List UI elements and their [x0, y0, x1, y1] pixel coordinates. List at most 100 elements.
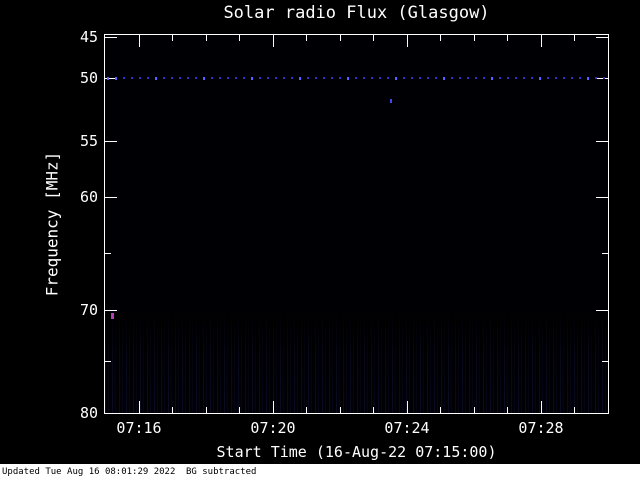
updated-timestamp: Updated Tue Aug 16 08:01:29 2022 [2, 467, 176, 477]
isolated-blue-point [390, 99, 392, 103]
carrier-line-dot [155, 77, 157, 80]
y-major-tick [596, 197, 608, 198]
carrier-line-dot [339, 77, 341, 79]
y-major-tick [596, 141, 608, 142]
carrier-line-dot [371, 77, 373, 79]
carrier-line-dot [331, 77, 333, 79]
x-minor-tick [239, 35, 240, 41]
y-tick-label: 45 [79, 28, 98, 46]
x-minor-tick [172, 407, 173, 413]
x-major-tick [541, 401, 542, 413]
carrier-line-dot [163, 77, 165, 79]
x-major-tick [541, 35, 542, 47]
x-minor-tick [373, 35, 374, 41]
y-tick-label: 70 [79, 301, 98, 319]
carrier-line-dot [219, 77, 221, 79]
x-minor-tick [474, 407, 475, 413]
x-minor-tick [206, 407, 207, 413]
x-minor-tick [206, 35, 207, 41]
x-tick-label: 07:24 [384, 419, 430, 437]
carrier-line-dot [171, 77, 173, 79]
x-major-tick [407, 401, 408, 413]
y-major-tick [596, 310, 608, 311]
carrier-line-dot [539, 77, 541, 80]
carrier-line-dot [307, 77, 309, 79]
carrier-line-dot [483, 77, 485, 79]
y-major-tick [105, 37, 117, 38]
y-axis-label: Frequency [MHz] [42, 151, 62, 297]
carrier-line-dot [355, 77, 357, 79]
carrier-line-dot [259, 77, 261, 79]
x-major-tick [273, 35, 274, 47]
carrier-line-dot [195, 77, 197, 79]
x-minor-tick [440, 35, 441, 41]
carrier-line-dot [147, 77, 149, 79]
carrier-line-dot [235, 77, 237, 79]
x-minor-tick [507, 35, 508, 41]
carrier-line-dot [395, 77, 397, 80]
carrier-line-dot [515, 77, 517, 79]
carrier-line-dot [491, 77, 493, 80]
x-minor-tick [574, 407, 575, 413]
y-minor-tick [602, 361, 608, 362]
noise-band [105, 313, 608, 413]
carrier-line-dot [555, 77, 557, 79]
x-minor-tick [373, 407, 374, 413]
x-major-tick [407, 35, 408, 47]
chart-title: Solar radio Flux (Glasgow) [223, 3, 490, 23]
x-minor-tick [474, 35, 475, 41]
carrier-line-dot [459, 77, 461, 79]
carrier-line-dot [387, 77, 389, 79]
carrier-line-dot [243, 77, 245, 79]
carrier-line-dot [595, 77, 597, 79]
carrier-line-dot [123, 77, 125, 79]
carrier-line-dot [427, 77, 429, 79]
carrier-line-dot [579, 77, 581, 79]
y-major-tick [596, 413, 608, 414]
carrier-line-dot [107, 77, 109, 80]
x-minor-tick [340, 35, 341, 41]
carrier-line-dot [299, 77, 301, 80]
y-minor-tick [602, 253, 608, 254]
y-major-tick [105, 141, 117, 142]
carrier-line-dot [571, 77, 573, 79]
carrier-line-dot [499, 77, 501, 79]
carrier-line-dot [251, 77, 253, 80]
y-major-tick [105, 310, 117, 311]
x-major-tick [139, 401, 140, 413]
carrier-line-dot [379, 77, 381, 79]
carrier-line-dot [411, 77, 413, 79]
y-minor-tick [105, 253, 111, 254]
x-major-tick [273, 401, 274, 413]
carrier-line-dot [267, 77, 269, 79]
y-major-tick [596, 37, 608, 38]
carrier-line-dot [363, 77, 365, 79]
carrier-line-dot [275, 77, 277, 79]
carrier-line-dot [403, 77, 405, 79]
carrier-line-dot [139, 77, 141, 79]
carrier-line-dot [115, 77, 117, 80]
carrier-line-dot [283, 77, 285, 79]
carrier-line-dot [131, 77, 133, 79]
bg-subtracted-note: BG subtracted [186, 467, 257, 477]
carrier-line-dot [227, 77, 229, 79]
carrier-line-dot [179, 77, 181, 79]
carrier-line-dot [315, 77, 317, 79]
y-minor-tick [105, 361, 111, 362]
x-tick-label: 07:16 [116, 419, 162, 437]
carrier-line-dot [523, 77, 525, 79]
x-minor-tick [306, 35, 307, 41]
y-major-tick [105, 197, 117, 198]
x-tick-label: 07:28 [518, 419, 564, 437]
y-tick-label: 60 [79, 188, 98, 206]
y-tick-label: 80 [79, 404, 98, 422]
carrier-line-dot [451, 77, 453, 79]
carrier-line-dot [435, 77, 437, 79]
carrier-line-dot [291, 77, 293, 79]
y-major-tick [596, 78, 608, 79]
carrier-line-dot [587, 77, 589, 80]
carrier-line-dot [347, 77, 349, 80]
x-tick-label: 07:20 [250, 419, 296, 437]
carrier-line-dot [603, 77, 605, 79]
